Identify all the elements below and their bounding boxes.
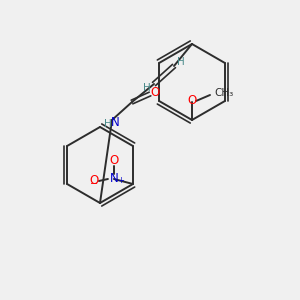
Text: H: H	[177, 57, 185, 67]
Text: O: O	[188, 94, 196, 107]
Text: −: −	[90, 179, 98, 189]
Text: H: H	[143, 83, 151, 93]
Text: O: O	[89, 175, 98, 188]
Text: +: +	[117, 176, 124, 185]
Text: N: N	[111, 116, 119, 128]
Text: N: N	[110, 172, 118, 185]
Text: O: O	[150, 85, 160, 98]
Text: H: H	[104, 119, 112, 129]
Text: O: O	[109, 154, 119, 166]
Text: CH₃: CH₃	[214, 88, 233, 98]
